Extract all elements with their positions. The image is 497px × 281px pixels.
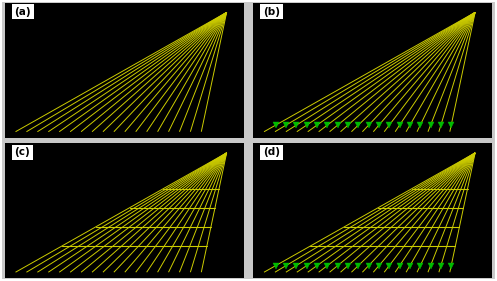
Text: (d): (d) bbox=[263, 147, 280, 157]
Text: (c): (c) bbox=[14, 147, 30, 157]
Text: (a): (a) bbox=[14, 7, 31, 17]
Text: (b): (b) bbox=[263, 7, 280, 17]
